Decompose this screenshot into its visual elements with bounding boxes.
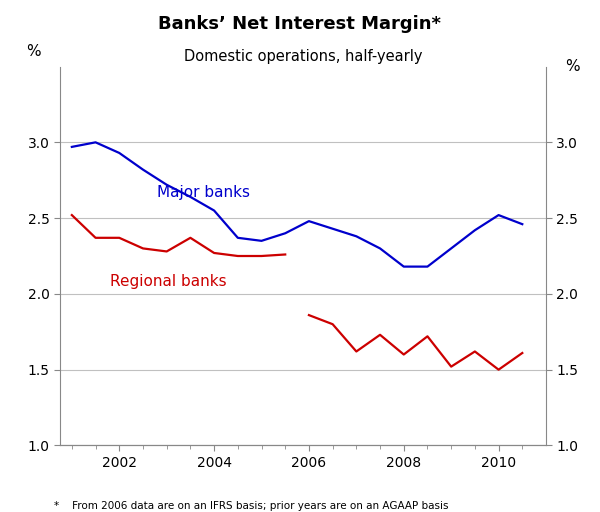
Title: Domestic operations, half-yearly: Domestic operations, half-yearly	[184, 49, 422, 64]
Y-axis label: %: %	[26, 44, 41, 59]
Text: Major banks: Major banks	[157, 185, 250, 200]
Text: *    From 2006 data are on an IFRS basis; prior years are on an AGAAP basis: * From 2006 data are on an IFRS basis; p…	[54, 501, 449, 511]
Y-axis label: %: %	[565, 59, 580, 74]
Text: Regional banks: Regional banks	[110, 274, 226, 289]
Text: Banks’ Net Interest Margin*: Banks’ Net Interest Margin*	[158, 15, 442, 33]
